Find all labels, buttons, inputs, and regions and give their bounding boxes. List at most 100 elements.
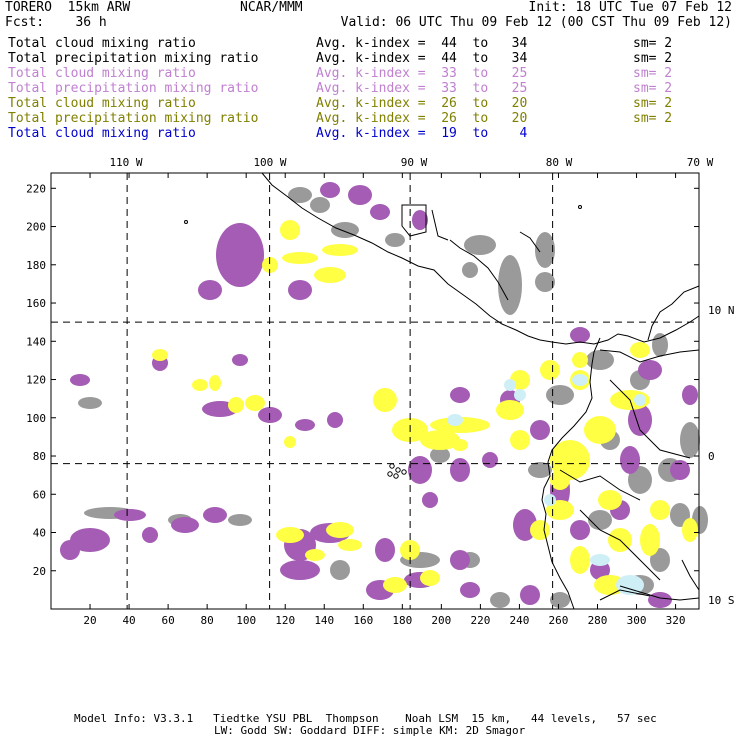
coastline-layer [184, 172, 700, 610]
purple-cell [142, 527, 158, 543]
purple-cell [412, 210, 428, 230]
gray-cell [78, 397, 102, 409]
coastline [681, 559, 700, 591]
lat-label: 10 N [708, 304, 735, 317]
footer-physics: LW: Godd SW: Goddard DIFF: simple KM: 2D… [214, 724, 526, 737]
gray-cell [464, 235, 496, 255]
x-tick-label: 180 [392, 614, 412, 627]
yellow-cell [383, 577, 407, 593]
x-tick-label: 300 [627, 614, 647, 627]
gray-cell [535, 272, 555, 292]
model-name: TORERO 15km ARW [5, 0, 131, 15]
x-tick-label: 100 [236, 614, 256, 627]
y-tick-label: 100 [26, 412, 46, 425]
y-tick-label: 220 [26, 182, 46, 195]
yellow-cell [338, 539, 362, 551]
yellow-cell [314, 267, 346, 283]
legend-range-1: Avg. k-index = 44 to 34 [316, 36, 528, 51]
gray-cell [652, 333, 668, 357]
yellow-cell [228, 397, 244, 413]
purple-cell [482, 452, 498, 468]
yellow-cell [510, 430, 530, 450]
island [184, 220, 188, 224]
yellow-cell [262, 257, 278, 273]
cyan-cell [634, 394, 646, 406]
gray-cell [310, 197, 330, 213]
lon-label: 70 W [686, 156, 714, 169]
gray-cell [535, 232, 555, 268]
cyan-cell [447, 414, 463, 426]
y-tick-label: 160 [26, 297, 46, 310]
gray-cell [546, 385, 574, 405]
coastline [401, 204, 427, 237]
yellow-cell [572, 352, 588, 368]
y-tick-label: 180 [26, 259, 46, 272]
legend-range-2: Avg. k-index = 44 to 34 [316, 51, 528, 66]
precip-field-layer [60, 182, 708, 608]
x-tick-label: 200 [431, 614, 451, 627]
legend-sm-2: sm= 2 [633, 51, 673, 66]
coastline [599, 349, 700, 363]
x-tick-label: 320 [666, 614, 686, 627]
purple-cell [570, 520, 590, 540]
purple-cell [232, 354, 248, 366]
island [389, 463, 395, 469]
x-tick-label: 40 [122, 614, 135, 627]
y-tick-label: 140 [26, 335, 46, 348]
island [578, 205, 582, 209]
purple-cell [60, 540, 80, 560]
purple-cell [638, 360, 662, 380]
legend-sm-6: sm= 2 [633, 111, 673, 126]
y-tick-label: 60 [33, 488, 46, 501]
x-tick-label: 260 [549, 614, 569, 627]
yellow-cell [245, 395, 265, 411]
x-tick-label: 220 [470, 614, 490, 627]
yellow-cell [540, 360, 560, 380]
yellow-cell [284, 436, 296, 448]
yellow-cell [496, 400, 524, 420]
cyan-cell [590, 554, 610, 566]
yellow-cell [640, 524, 660, 556]
x-tick-label: 160 [353, 614, 373, 627]
yellow-cell [598, 490, 622, 510]
yellow-cell [420, 430, 460, 450]
island [395, 467, 401, 473]
purple-cell [171, 517, 199, 533]
purple-cell [670, 460, 690, 480]
purple-cell [450, 550, 470, 570]
lon-label: 80 W [545, 156, 573, 169]
yellow-cell [570, 546, 590, 574]
init-time: Init: 18 UTC Tue 07 Feb 12 [528, 0, 733, 15]
purple-cell [114, 509, 146, 521]
yellow-cell [209, 375, 221, 391]
legend-field-2: Total precipitation mixing ratio [8, 51, 259, 66]
lat-lon-grid [51, 173, 699, 609]
purple-cell [370, 204, 390, 220]
yellow-cell [650, 500, 670, 520]
x-ticks: 20 40 60 80 100 120 140 160 180 200 220 240 260 280 30… [83, 173, 686, 627]
purple-cell [450, 387, 470, 403]
purple-cell [375, 538, 395, 562]
purple-cell [520, 585, 540, 605]
gray-cell [628, 466, 652, 494]
cyan-cell [544, 494, 556, 506]
legend-range-3: Avg. k-index = 33 to 25 [316, 66, 528, 81]
coastline [579, 509, 661, 581]
x-tick-label: 140 [314, 614, 334, 627]
coastline [559, 469, 641, 501]
valid-time: Valid: 06 UTC Thu 09 Feb 12 (00 CST Thu … [340, 15, 732, 30]
gray-cell [680, 422, 700, 458]
coastline [449, 239, 509, 301]
legend-sm-5: sm= 2 [633, 96, 673, 111]
y-ticks: 220 200 180 160 140 120 100 80 60 40 20 [26, 182, 699, 578]
yellow-cell [682, 518, 698, 542]
gray-cell [462, 262, 478, 278]
lat-label: 10 S [708, 594, 735, 607]
legend-field-7: Total cloud mixing ratio [8, 126, 196, 141]
cyan-cell [514, 389, 526, 401]
yellow-cell [280, 220, 300, 240]
legend-range-5: Avg. k-index = 26 to 20 [316, 96, 528, 111]
yellow-cell [584, 416, 616, 444]
purple-cell [570, 327, 590, 343]
